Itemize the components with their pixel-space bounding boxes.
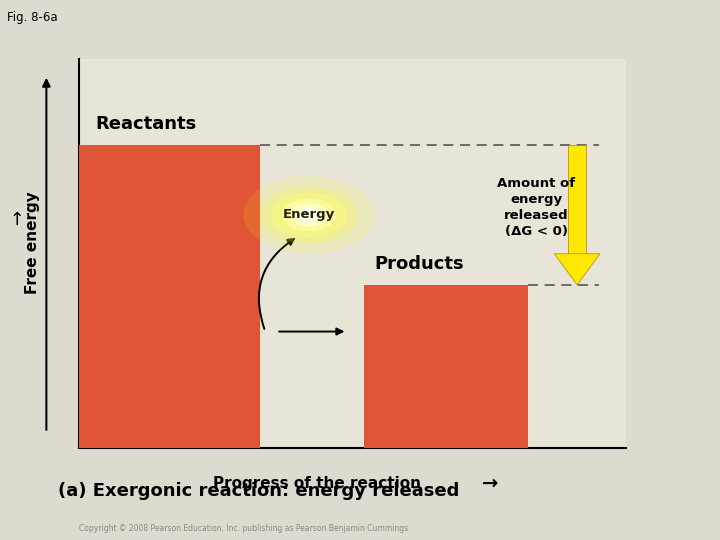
Ellipse shape (260, 186, 359, 244)
Text: Fig. 8-6a: Fig. 8-6a (7, 11, 58, 24)
Bar (364, 285, 528, 448)
Text: Copyright © 2008 Pearson Education, Inc. publishing as Pearson Benjamin Cummings: Copyright © 2008 Pearson Education, Inc.… (79, 524, 408, 532)
Polygon shape (554, 254, 600, 285)
Text: Amount of
energy
released
(ΔG < 0): Amount of energy released (ΔG < 0) (497, 177, 575, 238)
Ellipse shape (243, 176, 374, 254)
Ellipse shape (271, 192, 347, 238)
Ellipse shape (290, 203, 328, 227)
Bar (79, 145, 260, 448)
Text: Reactants: Reactants (96, 115, 197, 133)
Text: Products: Products (374, 255, 464, 273)
Text: Progress of the reaction: Progress of the reaction (213, 476, 420, 491)
Bar (568, 145, 586, 254)
Text: (a) Exergonic reaction: energy released: (a) Exergonic reaction: energy released (58, 482, 459, 501)
Text: Free energy: Free energy (25, 192, 40, 294)
Text: →: → (482, 474, 498, 493)
Ellipse shape (297, 208, 321, 222)
Text: Energy: Energy (283, 208, 335, 221)
Text: →: → (9, 208, 27, 224)
Ellipse shape (282, 199, 336, 231)
